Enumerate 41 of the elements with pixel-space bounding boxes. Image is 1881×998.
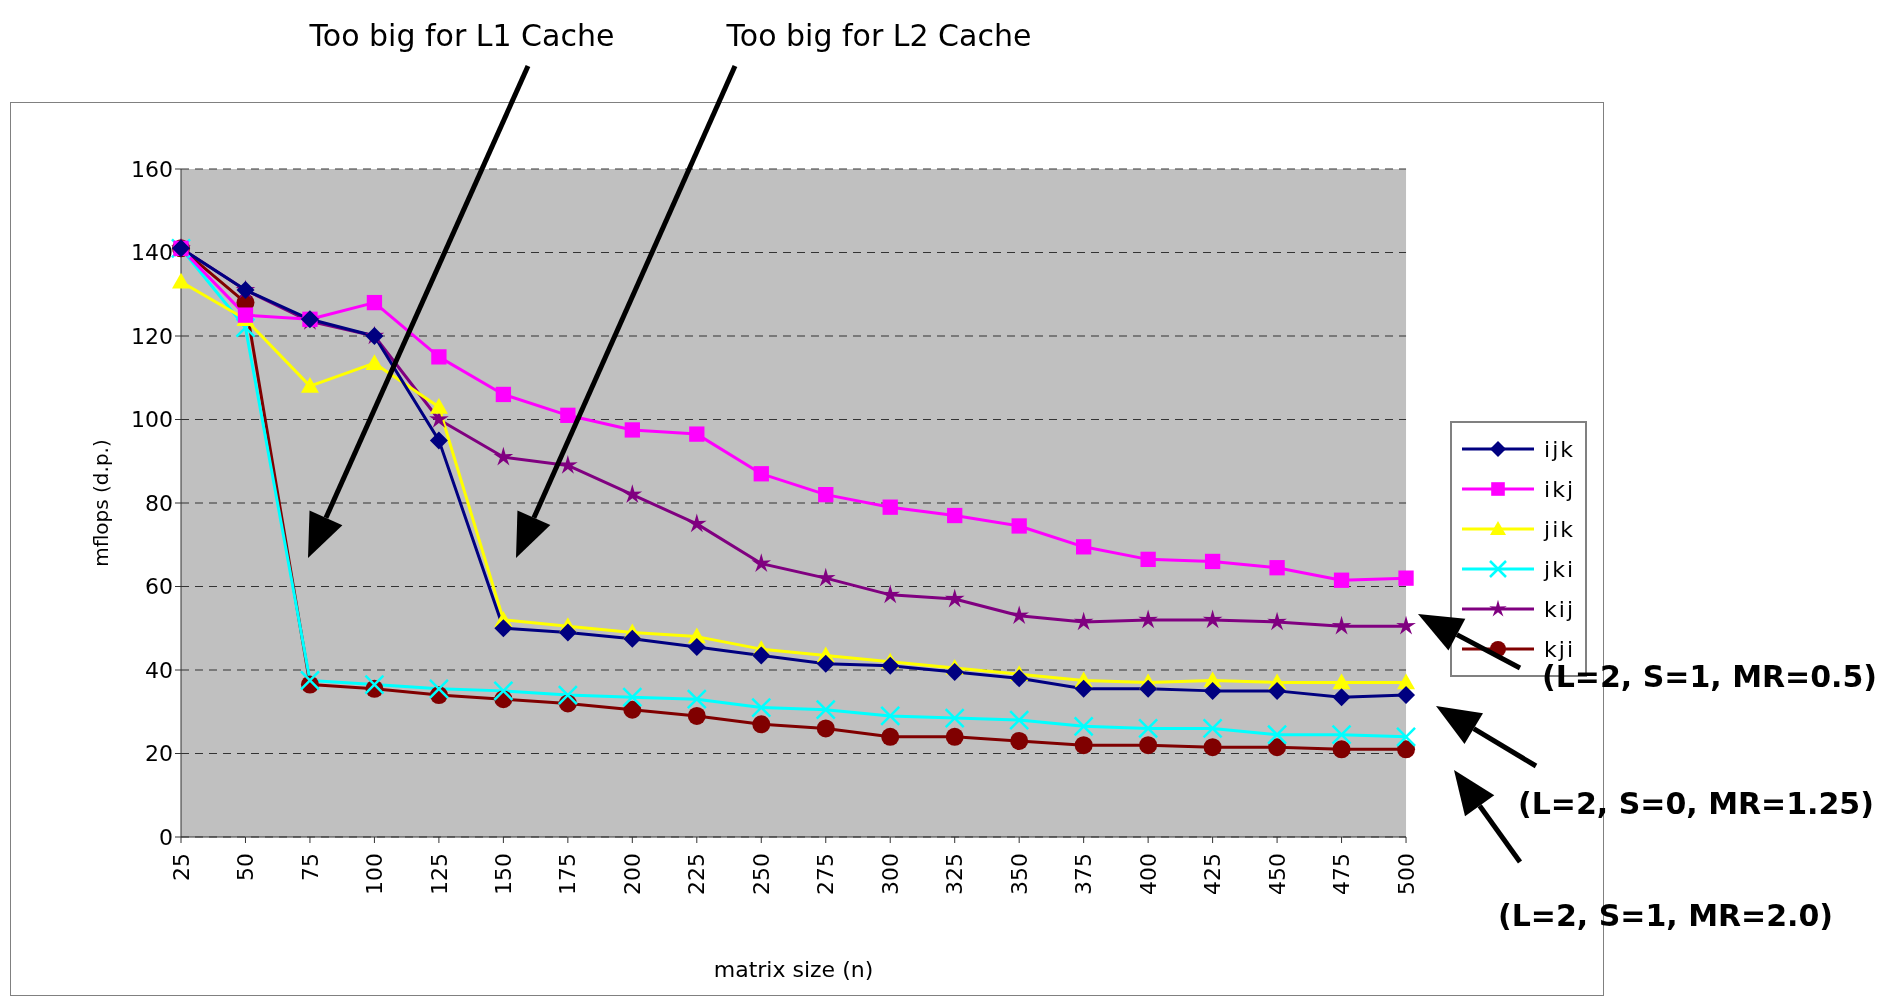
x-tick-label: 300	[877, 853, 903, 895]
y-tick-label: 140	[131, 240, 173, 266]
x-tick-label: 225	[684, 853, 710, 895]
x-tick-label: 400	[1135, 853, 1161, 895]
x-tick-label: 350	[1006, 853, 1032, 895]
x-tick-label: 250	[748, 853, 774, 895]
y-tick-label: 20	[145, 741, 173, 767]
x-tick-label: 325	[942, 853, 968, 895]
legend-label: kji	[1544, 636, 1575, 662]
x-tick-label: 450	[1264, 853, 1290, 895]
x-axis-title: matrix size (n)	[713, 957, 874, 982]
text: (L=2, S=1, MR=2.0)	[1498, 898, 1834, 933]
text: Too big for L1 Cache	[309, 18, 615, 53]
y-tick-label: 80	[145, 490, 173, 516]
y-tick-label: 40	[145, 657, 173, 683]
y-tick-label: 60	[145, 574, 173, 600]
x-tick-label: 25	[168, 853, 194, 881]
y-tick-label: 120	[131, 323, 173, 349]
x-tick-label: 150	[491, 853, 516, 895]
x-tick-label: 50	[233, 853, 259, 881]
y-tick-label: 160	[131, 156, 173, 182]
x-tick-label: 200	[619, 853, 645, 895]
x-tick-label: 100	[362, 853, 388, 895]
x-tick-label: 175	[555, 853, 581, 895]
x-tick-label: 425	[1200, 853, 1226, 895]
legend-label: jki	[1544, 556, 1575, 582]
x-tick-label: 500	[1393, 853, 1419, 895]
x-tick-label: 75	[297, 853, 323, 881]
y-axis-title: mflops (d.p.)	[89, 439, 114, 567]
legend-label: kij	[1544, 596, 1575, 622]
text: Too big for L2 Cache	[726, 18, 1032, 53]
x-tick-label: 475	[1329, 853, 1355, 895]
legend-label: ijk	[1544, 436, 1575, 462]
y-tick-label: 100	[131, 407, 173, 433]
x-tick-label: 375	[1071, 853, 1097, 895]
legend-label: jik	[1544, 516, 1575, 542]
text: (L=2, S=0, MR=1.25)	[1518, 786, 1874, 821]
x-tick-label: 275	[813, 853, 839, 895]
legend-label: ikj	[1544, 476, 1575, 502]
x-tick-label: 125	[426, 853, 452, 895]
y-tick-label: 0	[159, 824, 173, 850]
